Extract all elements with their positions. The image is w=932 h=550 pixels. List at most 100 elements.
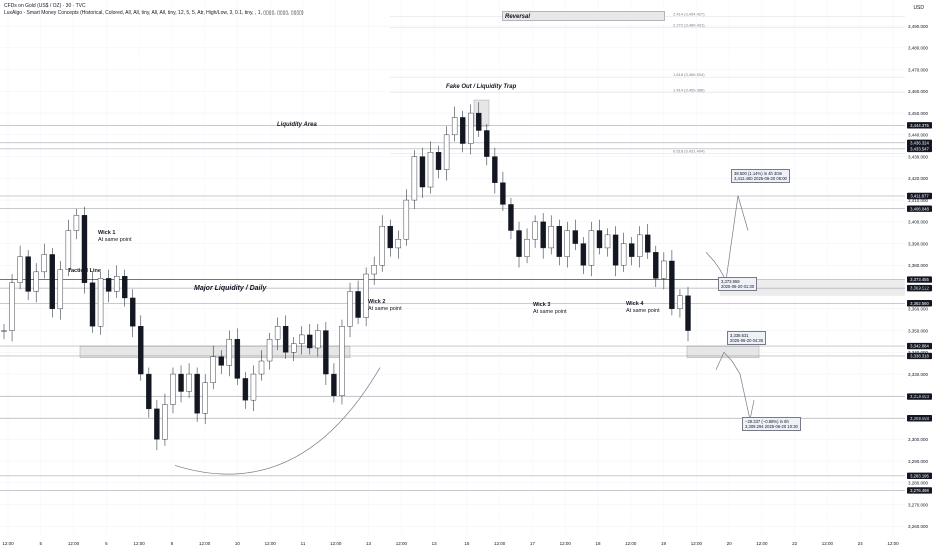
wick2-title: Wick 2 bbox=[368, 299, 386, 305]
candle-body bbox=[468, 112, 474, 144]
y-tick-label: 3,370.000 bbox=[908, 285, 929, 290]
level-tag bbox=[907, 393, 932, 400]
projection-down[interactable]: −29.337 (−0.88%) in 6h 3,309.294 2025-06… bbox=[742, 417, 801, 431]
level-tag-label: 3,276.498 bbox=[910, 488, 929, 493]
candle-body bbox=[122, 275, 128, 299]
candle-body bbox=[443, 134, 450, 170]
candle-body bbox=[274, 326, 281, 340]
candle-body bbox=[49, 254, 55, 310]
x-tick-label: 6 bbox=[105, 541, 108, 546]
level-tag-label: 3,373.455 bbox=[910, 277, 929, 282]
candle-body bbox=[403, 199, 410, 240]
candle-body bbox=[588, 230, 595, 266]
level-tag bbox=[907, 276, 932, 283]
y-tick-label: 3,480.000 bbox=[908, 46, 929, 51]
candle-body bbox=[556, 225, 562, 257]
level-tag-label: 3,362.560 bbox=[910, 301, 929, 306]
fib-label: 1.618 (3,466.534) bbox=[673, 72, 705, 77]
candle-body bbox=[242, 378, 249, 401]
reversal-box[interactable]: Reversal bbox=[502, 11, 665, 21]
candle-body bbox=[146, 373, 152, 410]
projection-down-line2: 3,309.294 2025-06-20 10:30 bbox=[745, 424, 798, 429]
candle-body bbox=[282, 326, 289, 353]
candle-body bbox=[9, 282, 15, 331]
candle-body bbox=[596, 230, 603, 249]
level-tag-label: 3,369.512 bbox=[910, 286, 929, 291]
projection-path-down bbox=[715, 351, 755, 420]
candle-body bbox=[154, 408, 160, 440]
x-tick-label: 13 bbox=[366, 541, 372, 546]
wick1-title: Wick 1 bbox=[98, 230, 116, 236]
candle-body bbox=[339, 326, 345, 397]
y-tick-label: 3,310.000 bbox=[908, 415, 929, 420]
fakeout-label: Fake Out / Liquidity Trap bbox=[446, 84, 517, 90]
level-tag bbox=[907, 122, 932, 129]
candle-body bbox=[435, 152, 442, 170]
candle-body bbox=[138, 326, 144, 375]
tactical-line-label: Tactical Line bbox=[68, 268, 101, 274]
x-tick-label: 12:00 bbox=[199, 541, 211, 546]
level-tag-label: 3,283.195 bbox=[910, 473, 929, 478]
candle-body bbox=[290, 343, 297, 353]
candle-body bbox=[459, 117, 466, 144]
x-tick-label: 12:00 bbox=[133, 541, 145, 546]
candle-body bbox=[17, 256, 23, 283]
candle-body bbox=[323, 330, 329, 375]
x-tick-label: 8 bbox=[171, 541, 174, 546]
candle-body bbox=[661, 260, 667, 279]
candle-body bbox=[65, 230, 72, 270]
projection-down-line1: −29.337 (−0.88%) in 6h bbox=[745, 419, 789, 424]
level-tag bbox=[907, 284, 932, 292]
y-tick-label: 3,390.000 bbox=[908, 241, 929, 246]
projection-path-up bbox=[705, 195, 749, 282]
candle-body bbox=[355, 291, 361, 318]
wick3-text: At same point bbox=[533, 308, 567, 315]
x-tick-label: 12:00 bbox=[822, 541, 834, 546]
y-tick-label: 3,410.000 bbox=[908, 198, 929, 203]
x-tick-label: 10 bbox=[235, 541, 241, 546]
candle-body bbox=[25, 256, 31, 292]
projection-mid-up[interactable]: 3,373.959 2025-06-20 01:30 bbox=[718, 277, 758, 291]
right-supply-zone bbox=[720, 279, 905, 296]
candles bbox=[1, 102, 691, 451]
level-tag-label: 3,436.324 bbox=[910, 140, 929, 145]
candle-body bbox=[331, 373, 337, 397]
candle-body bbox=[250, 373, 257, 401]
projection-mid-up-line2: 2025-06-20 01:30 bbox=[721, 284, 755, 289]
x-tick-label: 17 bbox=[530, 541, 536, 546]
candle-body bbox=[484, 130, 490, 157]
major-liquidity-label: Major Liquidity / Daily bbox=[194, 285, 267, 292]
projection-mid-up-line1: 3,373.959 bbox=[721, 279, 740, 284]
candle-body bbox=[130, 297, 136, 327]
x-tick-label: 24 bbox=[858, 541, 864, 546]
y-tick-label: 3,470.000 bbox=[908, 67, 929, 72]
indicator-title: LuxAlgo - Smart Money Concepts (Historic… bbox=[4, 10, 304, 16]
y-tick-label: 3,450.000 bbox=[908, 111, 929, 116]
wick3-note: Wick 3 At same point bbox=[533, 302, 567, 315]
candle-body bbox=[210, 356, 216, 383]
recovery-arc bbox=[174, 367, 381, 475]
y-tick-label: 3,460.000 bbox=[908, 89, 929, 94]
candle-body bbox=[516, 230, 522, 257]
fib-label: 0.618 (3,431.494) bbox=[673, 148, 705, 153]
candle-body bbox=[564, 230, 570, 257]
y-tick-label: 3,400.000 bbox=[908, 220, 929, 225]
candle-body bbox=[73, 215, 80, 231]
x-tick-label: 12:00 bbox=[756, 541, 768, 546]
y-tick-label: 3,290.000 bbox=[908, 459, 929, 464]
projection-up[interactable]: 38.500 (1.14%) in 4h 30m 3,412.460 2025-… bbox=[731, 169, 790, 183]
level-tag-label: 3,319.653 bbox=[910, 394, 929, 399]
x-tick-label: 12:00 bbox=[265, 541, 277, 546]
candle-body bbox=[612, 234, 619, 266]
projection-mid-down[interactable]: 3,338.631 2025-06-20 04:30 bbox=[727, 331, 767, 345]
wick1-note: Wick 1 At same point bbox=[98, 230, 132, 243]
y-tick-label: 3,260.000 bbox=[908, 524, 929, 529]
wick3-title: Wick 3 bbox=[533, 302, 551, 308]
level-tag bbox=[907, 415, 932, 422]
liquidity-area-label: Liquidity Area bbox=[277, 122, 317, 128]
candle-body bbox=[580, 243, 587, 266]
y-tick-label: 3,350.000 bbox=[908, 328, 929, 333]
level-tag bbox=[907, 205, 932, 212]
candle-body bbox=[653, 252, 659, 279]
